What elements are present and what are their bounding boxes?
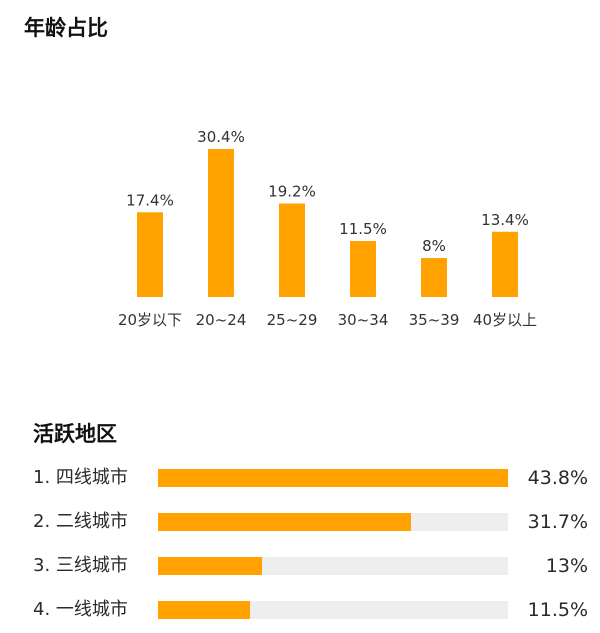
age-bar-value-label: 13.4% <box>481 211 529 229</box>
age-bar-value-label: 30.4% <box>197 128 245 146</box>
region-value-label: 13% <box>545 555 588 577</box>
region-bar-track <box>158 557 508 575</box>
region-value-label: 31.7% <box>527 511 588 533</box>
age-bar-value-label: 8% <box>422 237 446 255</box>
age-bar <box>421 258 447 297</box>
age-bar <box>208 149 234 297</box>
age-bar <box>350 241 376 297</box>
region-label: 3. 三线城市 <box>33 555 128 576</box>
age-bar <box>279 203 305 297</box>
region-value-label: 11.5% <box>527 599 588 621</box>
region-bar <box>158 601 250 619</box>
region-row: 1. 四线城市 43.8% <box>0 458 600 498</box>
age-category-label: 30~34 <box>338 311 389 329</box>
age-category-label: 25~29 <box>267 311 318 329</box>
age-category-label: 35~39 <box>409 311 460 329</box>
region-bar-track <box>158 469 508 487</box>
region-label: 2. 二线城市 <box>33 511 128 532</box>
age-bar <box>137 212 163 297</box>
region-bar <box>158 513 412 531</box>
age-bar-value-label: 19.2% <box>268 183 316 201</box>
region-value-label: 43.8% <box>527 467 588 489</box>
region-chart-title: 活跃地区 <box>33 422 117 446</box>
age-chart-title: 年龄占比 <box>24 16 108 40</box>
region-bar-track <box>158 513 508 531</box>
age-bar-value-label: 11.5% <box>339 220 387 238</box>
age-category-label: 20岁以下 <box>118 311 182 329</box>
region-row: 3. 三线城市 13% <box>0 546 600 586</box>
region-row: 4. 一线城市 11.5% <box>0 590 600 630</box>
region-row: 2. 二线城市 31.7% <box>0 502 600 542</box>
age-bar-chart: 17.4% 20岁以下 30.4% 20~24 19.2% 25~29 11.5% 30~34… <box>118 128 537 329</box>
region-bar-track <box>158 601 508 619</box>
region-bar <box>158 557 262 575</box>
age-bar-value-label: 17.4% <box>126 191 174 209</box>
age-category-label: 40岁以上 <box>473 311 537 329</box>
age-category-label: 20~24 <box>196 311 247 329</box>
region-label: 1. 四线城市 <box>33 467 128 488</box>
region-bar <box>158 469 508 487</box>
age-bar <box>492 231 518 297</box>
region-label: 4. 一线城市 <box>33 599 128 620</box>
